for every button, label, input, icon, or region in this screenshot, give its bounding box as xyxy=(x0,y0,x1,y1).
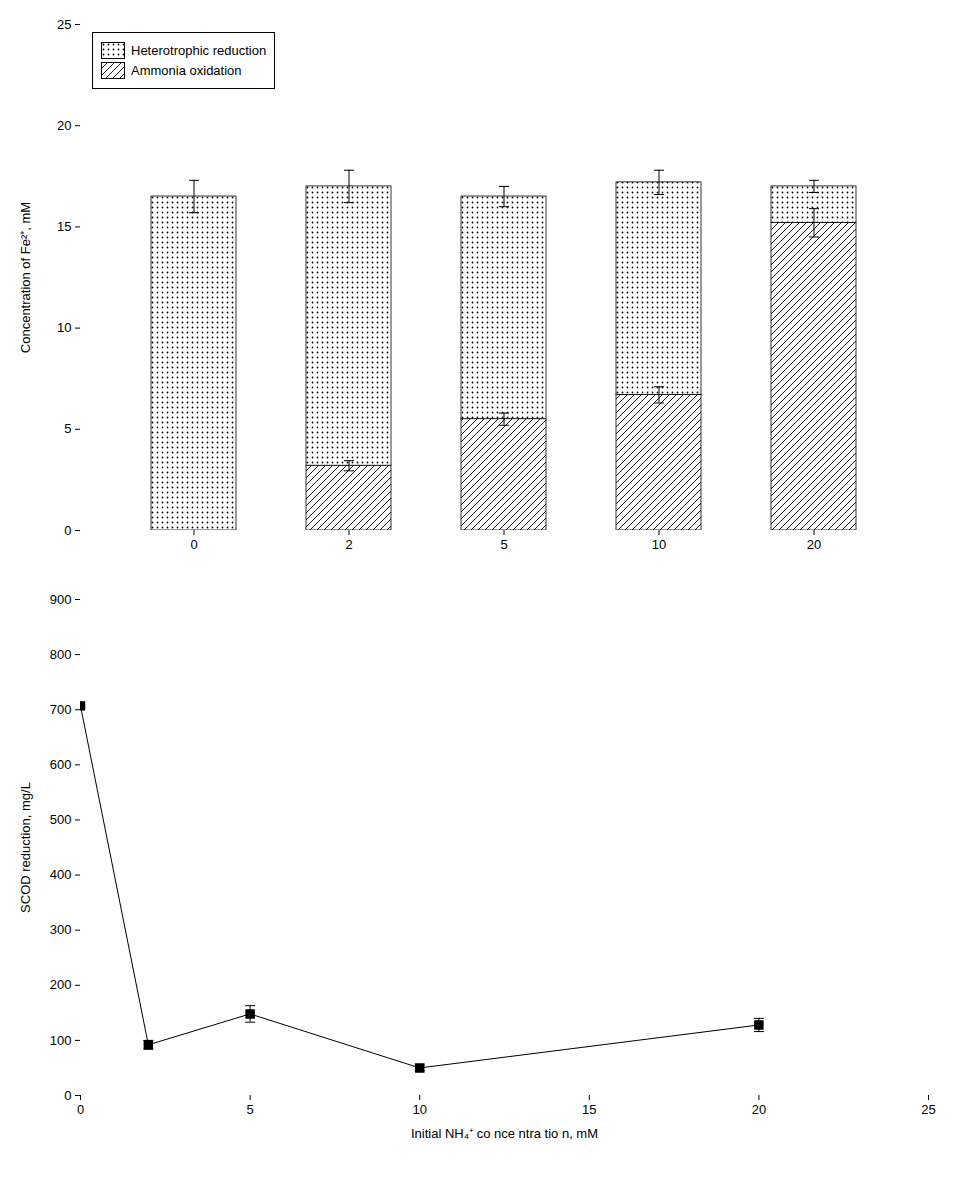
svg-text:Initial NH₄⁺ co nce ntra tio n: Initial NH₄⁺ co nce ntra tio n, mM xyxy=(411,1126,598,1141)
svg-text:2: 2 xyxy=(345,537,352,552)
svg-text:10: 10 xyxy=(57,320,71,335)
svg-text:15: 15 xyxy=(57,219,71,234)
svg-text:300: 300 xyxy=(50,922,72,937)
svg-text:900: 900 xyxy=(50,592,72,607)
svg-text:20: 20 xyxy=(807,537,821,552)
html-text:Ammonia oxidation: Ammonia oxidation xyxy=(131,63,242,78)
svg-text:500: 500 xyxy=(50,812,72,827)
svg-text:Concentration of Fe²⁺, mM: Concentration of Fe²⁺, mM xyxy=(18,202,33,353)
svg-text:25: 25 xyxy=(57,17,71,32)
svg-text:100: 100 xyxy=(50,1033,72,1048)
svg-text:200: 200 xyxy=(50,977,72,992)
svg-text:15: 15 xyxy=(582,1102,596,1117)
svg-text:20: 20 xyxy=(57,118,71,133)
svg-text:0: 0 xyxy=(64,523,71,538)
svg-text:SCOD reduction, mg/L: SCOD reduction, mg/L xyxy=(18,782,33,913)
svg-text:0: 0 xyxy=(77,1102,84,1117)
html-text:Heterotrophic reduction: Heterotrophic reduction xyxy=(131,43,267,58)
svg-text:0: 0 xyxy=(190,537,197,552)
svg-text:10: 10 xyxy=(412,1102,426,1117)
svg-text:5: 5 xyxy=(500,537,507,552)
svg-text:800: 800 xyxy=(50,647,72,662)
svg-text:20: 20 xyxy=(752,1102,766,1117)
svg-text:600: 600 xyxy=(50,757,72,772)
svg-text:400: 400 xyxy=(50,867,72,882)
svg-text:5: 5 xyxy=(246,1102,253,1117)
svg-text:700: 700 xyxy=(50,702,72,717)
svg-text:10: 10 xyxy=(652,537,666,552)
svg-text:25: 25 xyxy=(921,1102,935,1117)
svg-text:0: 0 xyxy=(64,1088,71,1103)
svg-text:5: 5 xyxy=(64,421,71,436)
